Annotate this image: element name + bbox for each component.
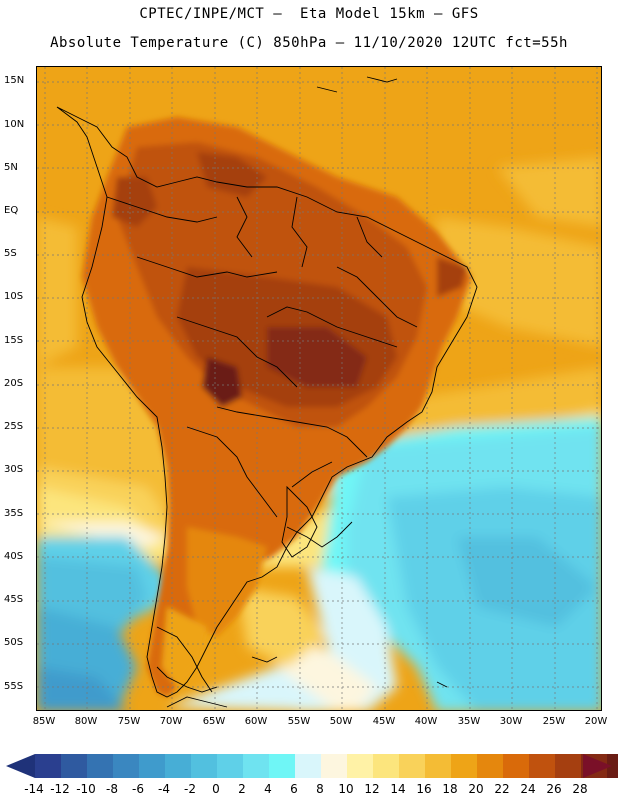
lat-label-15s: 15S	[4, 335, 24, 346]
colorbar-tick-label: 0	[212, 782, 220, 796]
colorbar-cell	[477, 754, 503, 778]
colorbar-tick-label: 2	[238, 782, 246, 796]
lon-label-55w: 55W	[287, 716, 311, 727]
coast-details	[156, 76, 448, 708]
colorbar-tick-label: 4	[264, 782, 272, 796]
colorbar-cell	[451, 754, 477, 778]
lon-label-50w: 50W	[329, 716, 353, 727]
lon-label-35w: 35W	[457, 716, 481, 727]
colorbar-over-arrow	[583, 754, 612, 778]
lon-label-40w: 40W	[414, 716, 438, 727]
lon-label-65w: 65W	[202, 716, 226, 727]
colorbar-cell	[347, 754, 373, 778]
colorbar-cell	[217, 754, 243, 778]
colorbar-cell	[35, 754, 61, 778]
colorbar-tick-label: 6	[290, 782, 298, 796]
colorbar-tick-label: -12	[50, 782, 70, 796]
lon-label-45w: 45W	[372, 716, 396, 727]
colorbar-tick-label: -6	[132, 782, 144, 796]
colorbar-tick-label: 24	[520, 782, 536, 796]
colorbar-cell	[165, 754, 191, 778]
colorbar-tick-label: 20	[468, 782, 484, 796]
map-panel	[36, 66, 602, 711]
lat-label-55s: 55S	[4, 681, 24, 692]
colorbar-tick-label: -14	[24, 782, 44, 796]
colorbar-cell	[503, 754, 529, 778]
lon-label-60w: 60W	[244, 716, 268, 727]
lat-label-eq: EQ	[4, 205, 19, 216]
colorbar-cell	[321, 754, 347, 778]
lat-label-20s: 20S	[4, 378, 24, 389]
lat-label-5s: 5S	[4, 248, 17, 259]
colorbar-cell	[399, 754, 425, 778]
lat-label-5n: 5N	[4, 162, 18, 173]
colorbar-cell	[243, 754, 269, 778]
lat-label-40s: 40S	[4, 551, 24, 562]
graticule	[37, 67, 601, 710]
colorbar-cell	[269, 754, 295, 778]
lat-label-10n: 10N	[4, 119, 25, 130]
colorbar-cell	[529, 754, 555, 778]
country-borders	[56, 106, 478, 698]
temperature-map	[37, 67, 601, 710]
lon-label-30w: 30W	[499, 716, 523, 727]
lat-label-10s: 10S	[4, 291, 24, 302]
colorbar-tick-label: 8	[316, 782, 324, 796]
colorbar-tick-label: 10	[338, 782, 354, 796]
colorbar-cell	[139, 754, 165, 778]
lon-label-20w: 20W	[584, 716, 608, 727]
lon-label-25w: 25W	[542, 716, 566, 727]
colorbar-tick-label: -10	[76, 782, 96, 796]
colorbar-cell	[113, 754, 139, 778]
lon-label-80w: 80W	[74, 716, 98, 727]
colorbar-cell	[191, 754, 217, 778]
colorbar-cell	[425, 754, 451, 778]
colorbar	[6, 754, 618, 778]
colorbar-tick-label: 16	[416, 782, 432, 796]
lon-label-75w: 75W	[117, 716, 141, 727]
colorbar-cell	[87, 754, 113, 778]
colorbar-tick-label: 28	[572, 782, 588, 796]
colorbar-cell	[607, 754, 618, 778]
lat-label-45s: 45S	[4, 594, 24, 605]
lon-label-85w: 85W	[32, 716, 56, 727]
colorbar-tick-label: 22	[494, 782, 510, 796]
colorbar-tick-label: 12	[364, 782, 380, 796]
chart-title-line2: Absolute Temperature (C) 850hPa – 11/10/…	[50, 35, 568, 51]
lat-label-50s: 50S	[4, 637, 24, 648]
colorbar-under-arrow	[6, 754, 35, 778]
colorbar-tick-label: 26	[546, 782, 562, 796]
colorbar-cell	[555, 754, 581, 778]
colorbar-tick-label: -8	[106, 782, 118, 796]
lat-label-30s: 30S	[4, 464, 24, 475]
chart-title-line1: CPTEC/INPE/MCT – Eta Model 15km – GFS	[139, 6, 479, 22]
colorbar-tick-label: -2	[184, 782, 196, 796]
colorbar-cell	[373, 754, 399, 778]
colorbar-tick-label: 18	[442, 782, 458, 796]
colorbar-cell	[61, 754, 87, 778]
lat-label-15n: 15N	[4, 75, 25, 86]
colorbar-cell	[295, 754, 321, 778]
lat-label-25s: 25S	[4, 421, 24, 432]
lon-label-70w: 70W	[159, 716, 183, 727]
colorbar-tick-label: 14	[390, 782, 406, 796]
lat-label-35s: 35S	[4, 508, 24, 519]
colorbar-tick-label: -4	[158, 782, 170, 796]
